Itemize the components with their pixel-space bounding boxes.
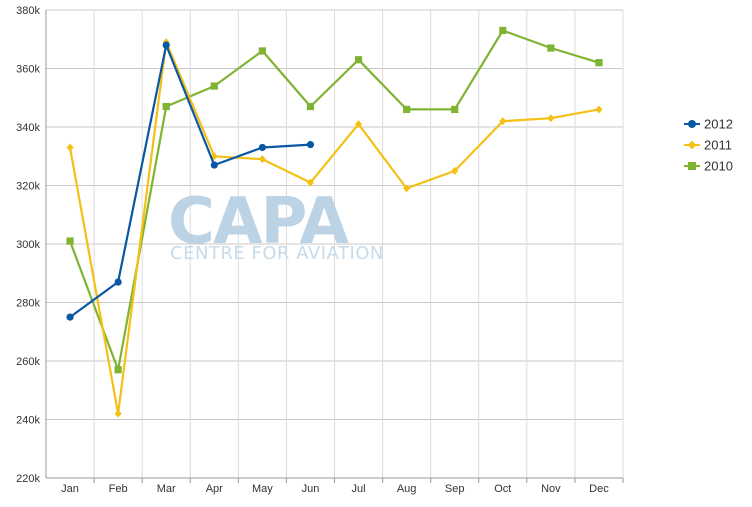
data-point-2011[interactable]	[355, 120, 363, 129]
data-point-2010[interactable]	[451, 105, 459, 114]
legend-item-2011[interactable]: 2011	[684, 138, 732, 153]
data-point-2010[interactable]	[66, 237, 74, 245]
legend-marker-2010	[688, 162, 696, 170]
data-point-2010[interactable]	[403, 105, 411, 114]
y-tick-label: 320k	[16, 181, 40, 193]
grid-lines	[45, 9, 624, 479]
legend[interactable]: 2012 2011 2010	[684, 117, 733, 174]
series-2012	[66, 41, 315, 321]
legend-item-2012[interactable]: 2012	[684, 117, 733, 132]
watermark-tagline: CENTRE FOR AVIATION	[170, 243, 384, 264]
y-tick-label: 260k	[16, 356, 40, 368]
data-point-2010[interactable]	[258, 47, 266, 55]
series-line-2012	[69, 44, 311, 318]
data-point-2010[interactable]	[210, 82, 218, 90]
x-tick-label: Sep	[445, 483, 465, 495]
data-point-2011[interactable]	[114, 409, 122, 418]
y-tick-label: 340k	[16, 122, 40, 134]
data-point-2011[interactable]	[595, 105, 603, 114]
data-point-2010[interactable]	[547, 44, 555, 52]
data-point-2010[interactable]	[162, 102, 170, 111]
series-line-2010	[68, 29, 600, 371]
axes: 220k 240k 260k 280k 300k 320k 340k 360k 380k Jan F…	[16, 5, 624, 495]
x-tick-label: Nov	[541, 483, 561, 495]
x-tick-label: Aug	[397, 483, 417, 495]
data-point-2011[interactable]	[258, 155, 266, 164]
legend-marker-2011	[688, 140, 696, 150]
legend-label-2011: 2011	[704, 138, 732, 153]
x-tick-label: Jun	[302, 483, 320, 495]
y-tick-label: 380k	[16, 5, 40, 17]
x-tick-label: Oct	[494, 483, 511, 495]
data-point-2010[interactable]	[114, 366, 122, 374]
x-tick-label: Mar	[157, 483, 176, 495]
watermark-logo: CAPA CENTRE FOR AVIATION	[168, 185, 384, 264]
data-point-2012[interactable]	[162, 41, 170, 49]
data-point-2011[interactable]	[306, 178, 314, 187]
data-point-2010[interactable]	[595, 59, 603, 67]
data-point-2011[interactable]	[499, 117, 507, 126]
data-point-2012[interactable]	[258, 143, 266, 152]
data-point-2012[interactable]	[210, 161, 218, 169]
legend-label-2012: 2012	[704, 117, 733, 132]
data-point-2011[interactable]	[451, 166, 459, 175]
series-lines	[66, 26, 603, 418]
watermark-brand: CAPA	[168, 185, 350, 259]
x-tick-label: Jan	[61, 483, 79, 495]
y-tick-label: 220k	[16, 473, 40, 485]
series-line-2011	[68, 41, 600, 415]
x-tick-label: May	[252, 483, 273, 495]
x-tick-label: Apr	[206, 483, 223, 495]
legend-marker-2012	[688, 120, 696, 128]
y-tick-label: 240k	[16, 415, 40, 427]
legend-label-2010: 2010	[704, 159, 733, 174]
y-tick-label: 300k	[16, 239, 40, 251]
data-point-2012[interactable]	[114, 278, 122, 286]
data-point-2011[interactable]	[403, 184, 411, 193]
y-tick-label: 280k	[16, 298, 40, 310]
data-point-2010[interactable]	[499, 26, 507, 35]
data-point-2010[interactable]	[306, 102, 315, 111]
data-point-2012[interactable]	[306, 140, 315, 149]
x-tick-label: Jul	[352, 483, 366, 495]
data-point-2012[interactable]	[66, 313, 74, 321]
data-point-2011[interactable]	[547, 114, 555, 123]
x-tick-label: Feb	[109, 483, 128, 495]
y-tick-label: 360k	[16, 64, 40, 76]
x-tick-label: Dec	[589, 483, 609, 495]
data-point-2010[interactable]	[354, 56, 363, 64]
legend-item-2010[interactable]: 2010	[684, 159, 733, 174]
data-point-2011[interactable]	[66, 143, 74, 152]
series-2010	[66, 26, 603, 374]
